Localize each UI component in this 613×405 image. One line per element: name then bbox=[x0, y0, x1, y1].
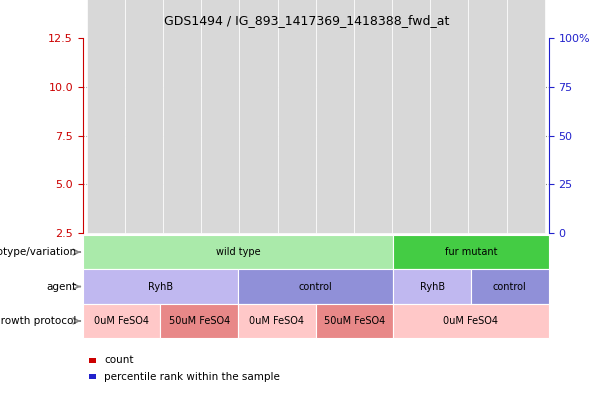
Text: 0uM FeSO4: 0uM FeSO4 bbox=[94, 316, 149, 326]
Bar bbox=[95, 226, 116, 233]
Bar bbox=[392, 0, 430, 233]
Text: wild type: wild type bbox=[216, 247, 261, 257]
Bar bbox=[201, 0, 239, 233]
Text: percentile rank within the sample: percentile rank within the sample bbox=[104, 372, 280, 382]
Bar bbox=[354, 0, 392, 233]
Bar bbox=[210, 161, 230, 233]
Bar bbox=[125, 0, 163, 233]
Bar bbox=[324, 231, 345, 233]
Bar bbox=[316, 0, 354, 233]
Text: 50uM FeSO4: 50uM FeSO4 bbox=[169, 316, 230, 326]
Text: control: control bbox=[299, 281, 333, 292]
Text: 50uM FeSO4: 50uM FeSO4 bbox=[324, 316, 385, 326]
Bar bbox=[215, 161, 226, 168]
Bar bbox=[405, 161, 417, 168]
Text: agent: agent bbox=[47, 281, 77, 292]
Bar bbox=[134, 159, 154, 233]
Text: 0uM FeSO4: 0uM FeSO4 bbox=[249, 316, 305, 326]
Text: RyhB: RyhB bbox=[420, 281, 444, 292]
Bar bbox=[482, 231, 493, 235]
Text: growth protocol: growth protocol bbox=[0, 316, 77, 326]
Bar bbox=[239, 0, 278, 233]
Bar bbox=[86, 0, 125, 233]
Bar bbox=[401, 161, 422, 233]
Text: RyhB: RyhB bbox=[148, 281, 173, 292]
Bar bbox=[468, 0, 506, 233]
Bar bbox=[177, 46, 188, 53]
Text: fur mutant: fur mutant bbox=[445, 247, 497, 257]
Text: control: control bbox=[493, 281, 527, 292]
Bar bbox=[291, 141, 302, 148]
Bar bbox=[439, 182, 460, 233]
Bar bbox=[278, 0, 316, 233]
Bar bbox=[515, 221, 536, 233]
Bar bbox=[477, 231, 498, 233]
Bar bbox=[329, 231, 341, 234]
Bar bbox=[444, 182, 455, 189]
Bar bbox=[100, 226, 112, 233]
Bar bbox=[430, 0, 468, 233]
Bar bbox=[362, 206, 384, 233]
Bar bbox=[172, 46, 192, 233]
Bar bbox=[163, 0, 201, 233]
Text: 0uM FeSO4: 0uM FeSO4 bbox=[443, 316, 498, 326]
Bar bbox=[253, 173, 264, 179]
Text: GDS1494 / IG_893_1417369_1418388_fwd_at: GDS1494 / IG_893_1417369_1418388_fwd_at bbox=[164, 14, 449, 27]
Bar bbox=[520, 221, 531, 225]
Bar bbox=[506, 0, 545, 233]
Bar bbox=[367, 206, 379, 209]
Bar bbox=[286, 141, 307, 233]
Text: genotype/variation: genotype/variation bbox=[0, 247, 77, 257]
Text: count: count bbox=[104, 356, 134, 365]
Bar bbox=[248, 173, 269, 233]
Bar bbox=[138, 159, 150, 166]
